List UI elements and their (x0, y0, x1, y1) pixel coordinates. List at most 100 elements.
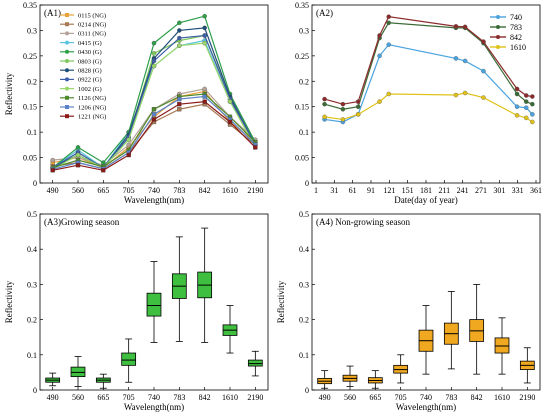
box-iqr (146, 292, 162, 317)
data-point (253, 145, 258, 150)
box-490 (45, 372, 61, 387)
box-842 (197, 227, 213, 343)
y-axis-label: Reflectivity (4, 280, 14, 323)
data-point (151, 112, 157, 117)
x-tick-label: 151 (402, 186, 414, 195)
box-842 (469, 283, 485, 375)
x-tick-label: 1610 (222, 393, 238, 402)
box-iqr (121, 352, 137, 366)
x-tick-label: 241 (457, 186, 469, 195)
data-point (151, 40, 157, 46)
data-point (530, 101, 535, 107)
data-point (514, 104, 520, 109)
x-tick-label: 211 (438, 186, 450, 195)
x-tick-label: 842 (199, 186, 211, 195)
data-point (514, 91, 520, 97)
data-point (202, 33, 207, 38)
data-point (462, 58, 468, 64)
x-tick-label: 783 (445, 393, 457, 402)
y-tick-label: 0.15 (295, 103, 309, 112)
x-tick-label: 665 (369, 393, 381, 402)
y-tick-label: 0.1 (27, 128, 37, 137)
box-705 (121, 338, 137, 383)
x-tick-label: 301 (493, 186, 505, 195)
y-tick-label: 0 (305, 179, 309, 188)
x-tick-label: 1610 (222, 186, 238, 195)
data-point (523, 115, 529, 121)
box-iqr (70, 366, 86, 378)
x-tick-label: 705 (395, 393, 407, 402)
data-point (523, 105, 529, 110)
y-tick-label: 0.5 (299, 210, 309, 219)
box-705 (393, 354, 409, 384)
panel-A2: 0 0.05 0.1 0.15 0.2 0.25 0.3 0.35 1 31 61 91 121 151 1… (295, 1, 542, 205)
legend-label: 1206 (NG) (78, 104, 106, 111)
data-point (453, 92, 459, 98)
y-tick-label: 0.3 (27, 280, 37, 289)
panel-A3: 0 0.1 0.2 0.3 0.4 0.5 490 560 665 705 740 783 842 161… (4, 210, 269, 412)
data-point (514, 86, 520, 92)
data-point (481, 68, 486, 74)
legend-label: 0214 (NG) (78, 22, 106, 29)
legend-label: 842 (510, 33, 522, 42)
data-point (151, 58, 157, 64)
data-point (386, 42, 391, 47)
data-point (322, 101, 327, 107)
data-point (126, 142, 131, 148)
x-tick-label: 1610 (494, 393, 510, 402)
box-490 (317, 370, 333, 389)
y-tick-label: 0.1 (27, 351, 37, 360)
x-tick-label: 2190 (247, 393, 263, 402)
series-1221 (NG) (50, 99, 258, 173)
y-axis-label: Reflectivity (4, 72, 14, 115)
x-tick-label: 91 (367, 186, 375, 195)
x-tick-label: 560 (72, 393, 84, 402)
box-560 (342, 365, 358, 387)
data-point (340, 107, 346, 112)
data-point (227, 99, 233, 104)
legend-label: 0430 (G) (78, 49, 102, 56)
x-tick-label: 740 (148, 393, 160, 402)
data-point (202, 86, 207, 92)
series-783 (322, 20, 535, 112)
y-tick-label: 0.25 (23, 52, 37, 61)
box-iqr (494, 337, 510, 354)
y-tick-label: 0 (33, 179, 37, 188)
y-tick-label: 0.05 (23, 154, 37, 163)
data-point (202, 94, 207, 99)
x-tick-label: 740 (148, 186, 160, 195)
data-point (101, 168, 106, 173)
data-point (481, 39, 486, 44)
y-tick-label: 0.2 (299, 316, 309, 325)
data-point (340, 117, 346, 122)
legend-marker (65, 105, 69, 109)
data-point (340, 101, 346, 107)
y-tick-label: 0.2 (27, 316, 37, 325)
data-point (322, 96, 327, 102)
box-740 (418, 305, 434, 375)
x-axis-label: Date(day of year) (394, 195, 457, 205)
data-point (202, 40, 207, 46)
legend-label: 0803 (G) (78, 58, 102, 65)
data-point (75, 145, 81, 150)
x-tick-label: 121 (383, 186, 395, 195)
x-axis-label: Wavelength(nm) (124, 402, 184, 412)
data-point (177, 96, 182, 102)
x-tick-label: 783 (173, 186, 185, 195)
data-point (514, 113, 520, 118)
y-tick-label: 0.1 (299, 351, 309, 360)
x-tick-label: 2190 (247, 186, 263, 195)
data-point (75, 152, 81, 158)
data-point (523, 93, 529, 98)
series-line (324, 16, 533, 105)
data-point (377, 99, 382, 104)
y-tick-label: 0.5 (27, 210, 37, 219)
data-point (523, 99, 529, 104)
panel-A1: 0 0.05 0.1 0.15 0.2 0.25 0.3 0.35 490 560 665 705 74… (4, 1, 269, 205)
x-tick-label: 783 (173, 393, 185, 402)
data-point (177, 20, 182, 26)
legend-marker (65, 68, 69, 73)
data-point (481, 95, 486, 100)
data-point (386, 91, 391, 97)
x-tick-label: 2190 (519, 393, 535, 402)
